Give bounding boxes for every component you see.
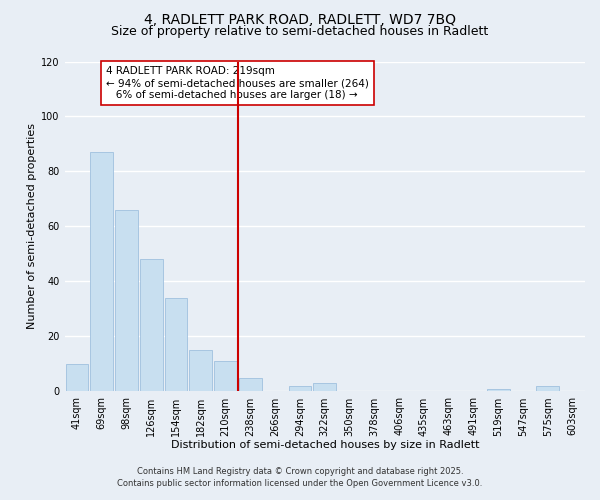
Bar [289, 386, 311, 392]
Bar [190, 350, 212, 392]
X-axis label: Distribution of semi-detached houses by size in Radlett: Distribution of semi-detached houses by … [170, 440, 479, 450]
Bar [65, 364, 88, 392]
Text: Size of property relative to semi-detached houses in Radlett: Size of property relative to semi-detach… [112, 25, 488, 38]
Bar [115, 210, 138, 392]
Text: 4 RADLETT PARK ROAD: 219sqm
← 94% of semi-detached houses are smaller (264)
   6: 4 RADLETT PARK ROAD: 219sqm ← 94% of sem… [106, 66, 369, 100]
Bar [91, 152, 113, 392]
Bar [164, 298, 187, 392]
Y-axis label: Number of semi-detached properties: Number of semi-detached properties [27, 124, 37, 330]
Bar [313, 383, 336, 392]
Bar [536, 386, 559, 392]
Bar [487, 388, 509, 392]
Text: Contains HM Land Registry data © Crown copyright and database right 2025.
Contai: Contains HM Land Registry data © Crown c… [118, 466, 482, 487]
Bar [214, 361, 237, 392]
Bar [239, 378, 262, 392]
Text: 4, RADLETT PARK ROAD, RADLETT, WD7 7BQ: 4, RADLETT PARK ROAD, RADLETT, WD7 7BQ [144, 12, 456, 26]
Bar [140, 260, 163, 392]
